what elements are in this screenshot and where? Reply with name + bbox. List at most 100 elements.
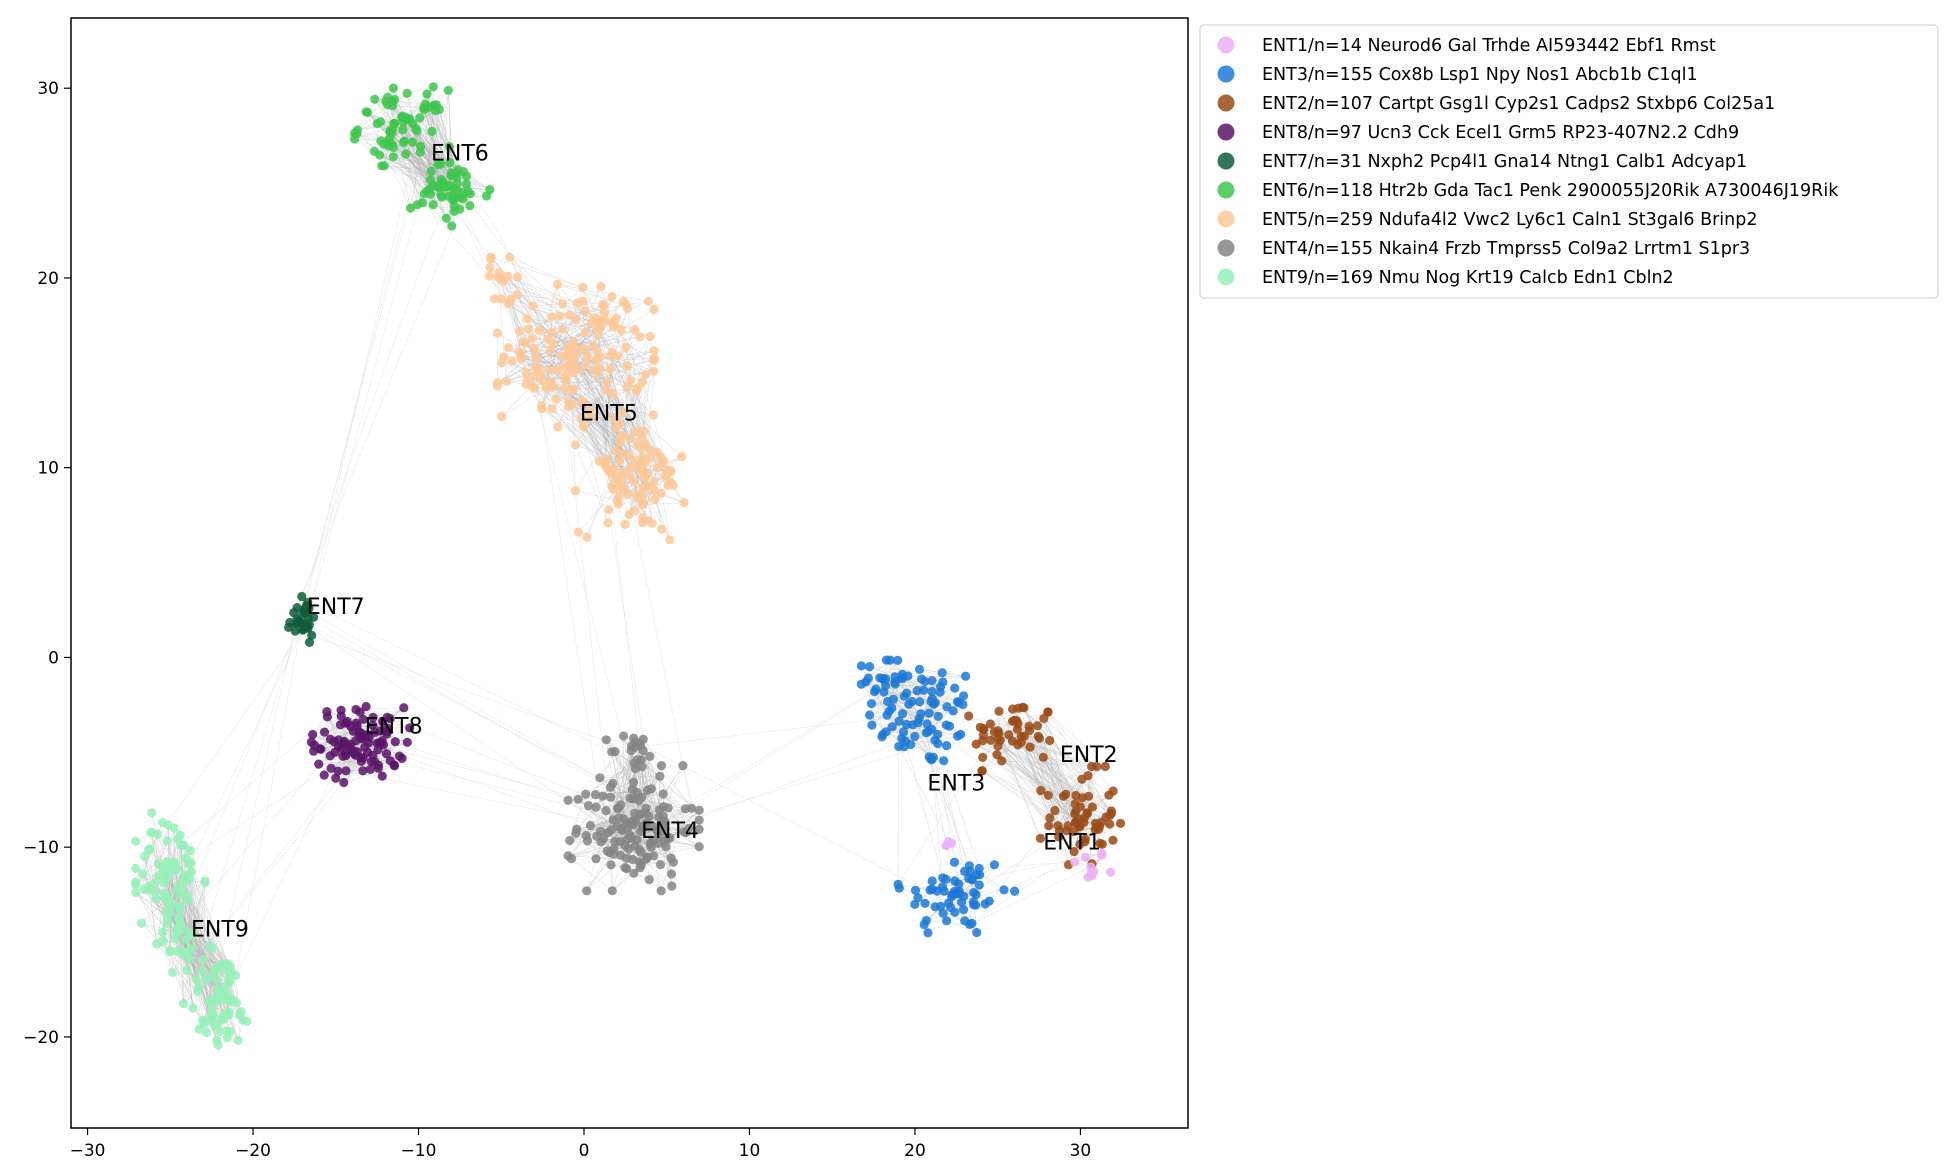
edge-line bbox=[305, 90, 449, 629]
edge-line bbox=[168, 825, 171, 952]
data-point-ent4 bbox=[666, 853, 676, 863]
edge-line bbox=[301, 173, 456, 597]
data-point-ent5 bbox=[639, 471, 649, 482]
data-point-ent4 bbox=[573, 794, 583, 804]
data-point-ent9 bbox=[162, 856, 172, 867]
data-point-ent5 bbox=[528, 301, 538, 311]
data-point-ent5 bbox=[521, 379, 531, 389]
data-point-ent4 bbox=[634, 810, 644, 820]
legend-marker-ent7 bbox=[1217, 152, 1235, 170]
edge-line bbox=[311, 635, 632, 751]
x-tick-label: −10 bbox=[401, 1141, 437, 1161]
data-point-ent6 bbox=[452, 179, 462, 189]
data-point-ent2 bbox=[1070, 809, 1080, 819]
edge-line bbox=[497, 277, 536, 376]
data-point-ent8 bbox=[319, 727, 330, 737]
edge-line bbox=[516, 294, 540, 331]
data-point-ent5 bbox=[618, 407, 628, 417]
data-point-ent8 bbox=[342, 716, 352, 727]
data-point-ent9 bbox=[139, 884, 149, 894]
edge-line bbox=[148, 629, 305, 851]
cluster-label-ent6: ENT6 bbox=[431, 142, 489, 167]
data-point-ent5 bbox=[599, 308, 610, 318]
edge-line bbox=[186, 894, 231, 967]
data-point-ent7 bbox=[290, 626, 300, 636]
data-point-ent8 bbox=[322, 712, 332, 722]
edge-line bbox=[1000, 740, 1081, 827]
edge-line bbox=[433, 105, 446, 188]
edge-line bbox=[1049, 740, 1056, 811]
edge-line bbox=[586, 472, 611, 538]
data-point-ent8 bbox=[363, 747, 373, 757]
data-point-ent3 bbox=[899, 691, 909, 701]
data-point-ent8 bbox=[357, 734, 367, 744]
data-point-ent6 bbox=[450, 168, 460, 178]
edge-line bbox=[142, 873, 205, 883]
legend-entry-ent6: ENT6/n=118 Htr2b Gda Tac1 Penk 2900055J2… bbox=[1262, 181, 1839, 201]
data-point-ent8 bbox=[390, 737, 400, 747]
data-point-ent4 bbox=[636, 755, 646, 765]
data-point-ent9 bbox=[233, 1035, 243, 1045]
data-point-ent2 bbox=[1053, 821, 1063, 831]
data-point-ent9 bbox=[172, 863, 182, 873]
data-point-ent3 bbox=[915, 697, 925, 707]
edge-line bbox=[997, 738, 1076, 823]
edge-line bbox=[585, 763, 635, 795]
edge-line bbox=[657, 467, 671, 540]
data-point-ent8 bbox=[405, 723, 415, 733]
data-point-ent5 bbox=[607, 347, 617, 357]
data-point-ent6 bbox=[385, 126, 395, 136]
data-point-ent5 bbox=[595, 352, 605, 362]
edge-line bbox=[150, 832, 194, 933]
data-point-ent6 bbox=[458, 167, 468, 177]
edge-line bbox=[557, 284, 649, 302]
data-point-ent4 bbox=[630, 763, 641, 774]
edge-line bbox=[570, 389, 609, 523]
data-point-ent2 bbox=[986, 735, 996, 745]
edge-line bbox=[928, 756, 970, 866]
edge-line bbox=[211, 948, 224, 1020]
data-point-ent7 bbox=[289, 608, 299, 618]
data-point-ent5 bbox=[616, 482, 626, 492]
data-point-ent5 bbox=[538, 375, 548, 385]
data-point-ent3 bbox=[937, 668, 947, 678]
data-point-ent2 bbox=[1038, 752, 1048, 763]
edge-line bbox=[568, 346, 623, 454]
data-point-ent4 bbox=[694, 805, 704, 815]
data-point-ent1 bbox=[1097, 848, 1107, 858]
y-tick-label: −10 bbox=[23, 838, 59, 858]
data-point-ent9 bbox=[187, 930, 197, 941]
edge-line bbox=[640, 759, 692, 809]
edge-line bbox=[1017, 744, 1089, 797]
edge-line bbox=[182, 954, 203, 1021]
data-point-ent3 bbox=[938, 677, 948, 687]
data-point-ent5 bbox=[647, 518, 657, 528]
legend-entry-ent7: ENT7/n=31 Nxph2 Pcp4l1 Gna14 Ntng1 Calb1… bbox=[1262, 152, 1747, 172]
data-point-ent5 bbox=[496, 294, 506, 304]
data-point-ent4 bbox=[629, 733, 639, 743]
edge-line bbox=[188, 879, 214, 1015]
data-point-ent3 bbox=[914, 664, 925, 675]
edge-line bbox=[525, 342, 621, 425]
data-point-ent6 bbox=[412, 200, 422, 210]
data-point-ent8 bbox=[331, 773, 341, 783]
data-point-ent4 bbox=[603, 828, 613, 838]
data-point-ent2 bbox=[993, 733, 1003, 744]
edge-line bbox=[1087, 775, 1111, 816]
data-point-ent5 bbox=[617, 449, 627, 459]
data-point-ent9 bbox=[144, 845, 154, 855]
data-point-ent6 bbox=[403, 114, 413, 124]
cluster-label-ent8: ENT8 bbox=[365, 715, 423, 740]
edge-line bbox=[571, 858, 613, 892]
data-point-ent6 bbox=[402, 88, 412, 98]
x-tick-label: 20 bbox=[904, 1141, 926, 1161]
data-point-ent3 bbox=[1010, 886, 1020, 896]
data-point-ent9 bbox=[187, 943, 197, 953]
edge-line bbox=[585, 763, 635, 795]
edge-line bbox=[410, 152, 421, 209]
data-point-ent5 bbox=[632, 489, 642, 499]
legend-entry-ent9: ENT9/n=169 Nmu Nog Krt19 Calcb Edn1 Cbln… bbox=[1262, 268, 1674, 288]
data-point-ent4 bbox=[571, 828, 581, 838]
data-point-ent5 bbox=[609, 413, 619, 423]
edge-line bbox=[629, 735, 958, 836]
